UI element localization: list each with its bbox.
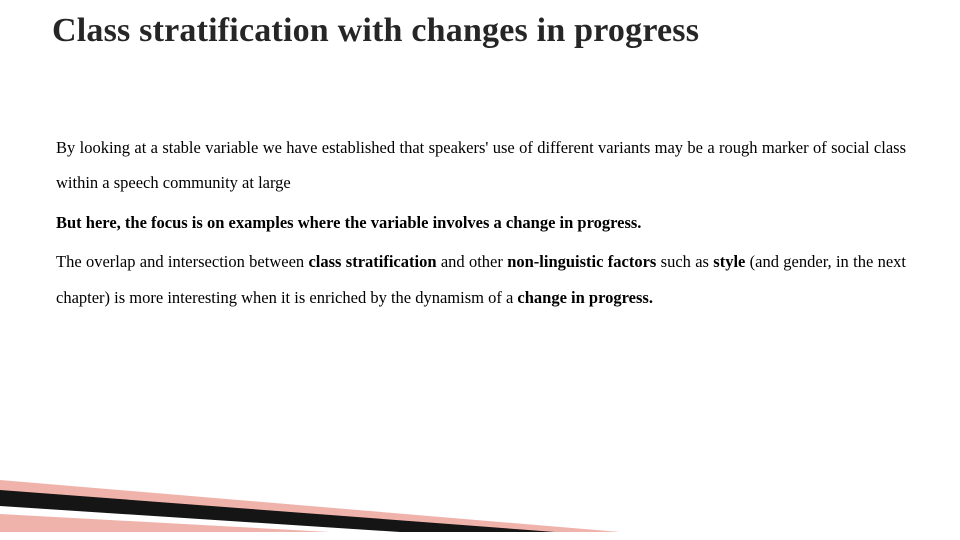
decoration-wedges-icon: [0, 420, 960, 540]
body-text: By looking at a stable variable we have …: [56, 130, 906, 319]
p3-f: style: [713, 252, 745, 271]
page-title: Class stratification with changes in pro…: [52, 12, 699, 50]
paragraph-1: By looking at a stable variable we have …: [56, 130, 906, 201]
p3-e: such as: [656, 252, 713, 271]
p3-c: and other: [437, 252, 508, 271]
p3-a: The overlap and intersection between: [56, 252, 308, 271]
paragraph-3: The overlap and intersection between cla…: [56, 244, 906, 315]
p3-d: non-linguistic factors: [507, 252, 656, 271]
paragraph-2: But here, the focus is on examples where…: [56, 205, 906, 240]
p3-b: class stratification: [308, 252, 436, 271]
slide: Class stratification with changes in pro…: [0, 0, 960, 540]
p3-h: change in progress.: [517, 288, 653, 307]
